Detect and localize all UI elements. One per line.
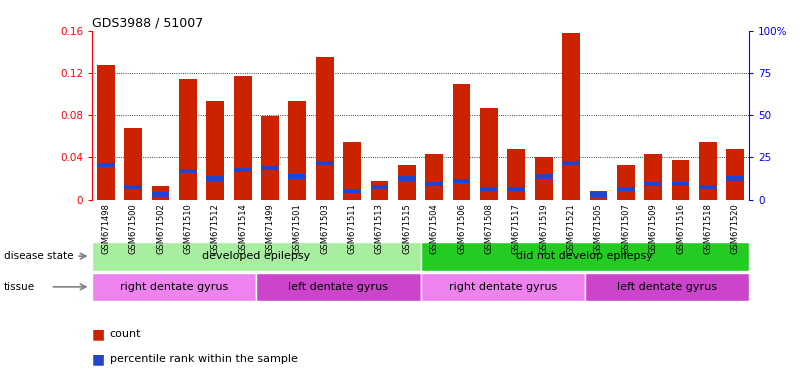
Bar xyxy=(562,33,580,200)
Bar xyxy=(398,165,416,200)
Bar xyxy=(316,161,334,165)
Bar xyxy=(124,185,142,189)
Bar xyxy=(398,177,416,181)
Bar xyxy=(453,179,470,183)
Bar xyxy=(507,149,525,200)
Text: count: count xyxy=(110,329,141,339)
Text: GSM671512: GSM671512 xyxy=(211,204,219,254)
Text: GSM671521: GSM671521 xyxy=(566,204,576,254)
Text: left dentate gyrus: left dentate gyrus xyxy=(288,282,388,292)
Text: GSM671518: GSM671518 xyxy=(703,204,712,254)
Bar xyxy=(453,84,470,200)
Text: right dentate gyrus: right dentate gyrus xyxy=(120,282,228,292)
Bar xyxy=(617,165,634,200)
Text: disease state: disease state xyxy=(4,251,74,261)
Text: GSM671498: GSM671498 xyxy=(101,204,111,254)
Bar xyxy=(562,161,580,165)
Bar xyxy=(288,101,306,200)
Text: GSM671501: GSM671501 xyxy=(293,204,302,254)
Bar xyxy=(644,154,662,200)
Text: ■: ■ xyxy=(92,352,105,366)
Text: GSM671516: GSM671516 xyxy=(676,204,685,254)
Text: GSM671508: GSM671508 xyxy=(485,204,493,254)
Bar xyxy=(207,101,224,200)
Bar xyxy=(617,187,634,191)
Text: GSM671520: GSM671520 xyxy=(731,204,740,254)
Text: GSM671506: GSM671506 xyxy=(457,204,466,254)
Bar xyxy=(92,242,421,271)
Bar xyxy=(425,154,443,200)
Bar xyxy=(585,273,749,301)
Bar xyxy=(124,128,142,200)
Text: ■: ■ xyxy=(92,327,105,341)
Bar xyxy=(425,182,443,186)
Bar xyxy=(151,192,170,197)
Bar xyxy=(343,142,361,200)
Text: GSM671509: GSM671509 xyxy=(649,204,658,254)
Text: GSM671511: GSM671511 xyxy=(348,204,356,254)
Bar xyxy=(535,174,553,179)
Text: percentile rank within the sample: percentile rank within the sample xyxy=(110,354,298,364)
Bar xyxy=(371,185,388,189)
Bar xyxy=(234,76,252,200)
Bar xyxy=(371,181,388,200)
Bar xyxy=(234,168,252,172)
Bar xyxy=(261,116,279,200)
Bar xyxy=(699,142,717,200)
Text: GSM671503: GSM671503 xyxy=(320,204,329,254)
Bar xyxy=(699,185,717,189)
Bar xyxy=(179,169,197,173)
Bar xyxy=(644,182,662,186)
Text: GSM671510: GSM671510 xyxy=(183,204,192,254)
Bar xyxy=(535,157,553,200)
Bar xyxy=(97,163,115,167)
Bar xyxy=(421,273,585,301)
Text: GSM671519: GSM671519 xyxy=(539,204,548,254)
Bar xyxy=(480,187,498,191)
Text: right dentate gyrus: right dentate gyrus xyxy=(449,282,557,292)
Text: GSM671499: GSM671499 xyxy=(265,204,275,254)
Bar xyxy=(256,273,421,301)
Text: GSM671517: GSM671517 xyxy=(512,204,521,254)
Bar xyxy=(727,177,744,181)
Bar xyxy=(671,160,690,200)
Bar xyxy=(261,166,279,170)
Bar xyxy=(151,186,170,200)
Bar xyxy=(421,242,749,271)
Bar xyxy=(727,149,744,200)
Text: GSM671500: GSM671500 xyxy=(129,204,138,254)
Bar xyxy=(671,182,690,186)
Text: GSM671515: GSM671515 xyxy=(402,204,412,254)
Text: left dentate gyrus: left dentate gyrus xyxy=(617,282,717,292)
Bar xyxy=(590,191,607,200)
Text: did not develop epilepsy: did not develop epilepsy xyxy=(517,251,653,262)
Bar xyxy=(316,57,334,200)
Bar xyxy=(590,192,607,197)
Text: GSM671504: GSM671504 xyxy=(429,204,439,254)
Text: GDS3988 / 51007: GDS3988 / 51007 xyxy=(92,17,203,30)
Text: GSM671513: GSM671513 xyxy=(375,204,384,254)
Text: GSM671514: GSM671514 xyxy=(238,204,248,254)
Bar xyxy=(288,174,306,179)
Text: developed epilepsy: developed epilepsy xyxy=(202,251,311,262)
Bar xyxy=(207,177,224,181)
Text: GSM671502: GSM671502 xyxy=(156,204,165,254)
Bar xyxy=(97,65,115,200)
Bar xyxy=(507,187,525,191)
Text: GSM671505: GSM671505 xyxy=(594,204,603,254)
Bar xyxy=(179,79,197,200)
Text: GSM671507: GSM671507 xyxy=(622,204,630,254)
Bar xyxy=(343,189,361,194)
Text: tissue: tissue xyxy=(4,282,35,292)
Bar xyxy=(480,108,498,200)
Bar xyxy=(92,273,256,301)
